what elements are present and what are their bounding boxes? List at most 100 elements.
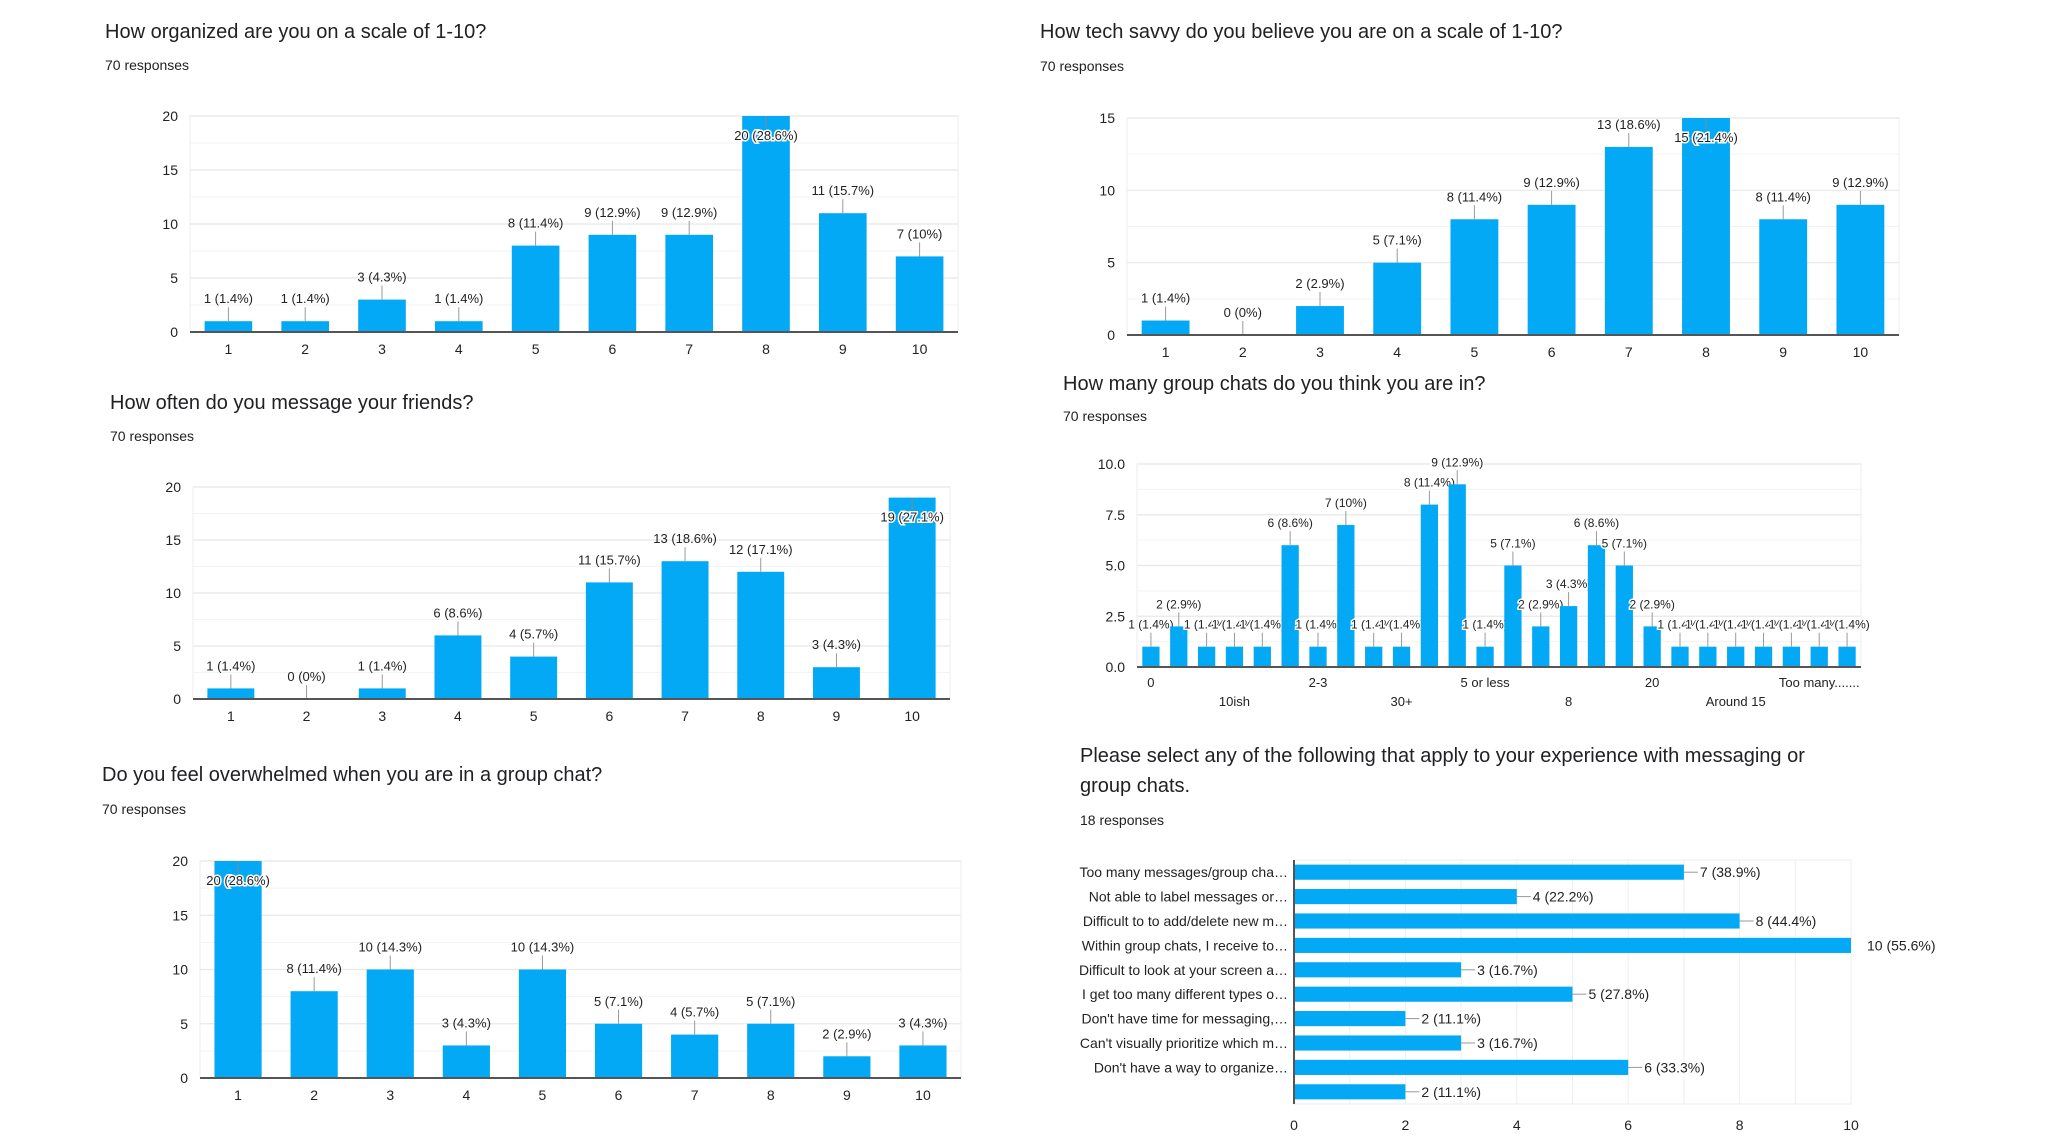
data-label: 5 (7.1%) — [594, 994, 643, 1009]
x-tick-label: Too many....... — [1779, 675, 1860, 690]
data-label: 2 (2.9%) — [1518, 597, 1563, 611]
data-label: 13 (18.6%) — [1597, 117, 1661, 132]
x-tick-label: 1 — [1162, 344, 1170, 360]
bar-15 — [1559, 606, 1578, 667]
data-label: 10 (14.3%) — [511, 940, 575, 955]
chart-title-overwhelmed: Do you feel overwhelmed when you are in … — [102, 764, 603, 786]
y-tick-label: 0 — [180, 1070, 188, 1086]
chart-title-tech-savvy: How tech savvy do you believe you are on… — [1040, 21, 1563, 43]
x-tick-label: 9 — [839, 341, 847, 357]
data-label: 2 (2.9%) — [1295, 276, 1344, 291]
data-label: 9 (12.9%) — [1523, 175, 1579, 190]
data-label: 1 (1.4%) — [1657, 618, 1702, 632]
data-label: 9 (12.9%) — [661, 205, 717, 220]
data-label: 1 (1.4%) — [1128, 618, 1173, 632]
response-count-message-friends: 70 responses — [110, 428, 195, 444]
bar-5 — [585, 582, 633, 699]
bar-7 — [1337, 524, 1355, 667]
data-label: 3 (4.3%) — [812, 637, 861, 652]
y-tick-label: 5.0 — [1106, 558, 1126, 574]
bar-7 — [1294, 1035, 1462, 1051]
y-tick-label: 20 — [162, 108, 178, 124]
x-tick-label: 2 — [303, 708, 311, 724]
x-tick-label: 8 — [1736, 1117, 1744, 1133]
data-label: 4 (5.7%) — [509, 627, 558, 642]
bar-5 — [1281, 545, 1299, 667]
chart-title-experience-line2: group chats. — [1080, 775, 1191, 797]
category-label: Too many messages/group cha… — [1079, 864, 1288, 880]
bar-0 — [214, 861, 262, 1078]
data-label: 10 (14.3%) — [358, 940, 422, 955]
bar-20 — [1699, 646, 1717, 667]
bar-7 — [747, 1023, 795, 1078]
data-label: 1 (1.4%) — [1351, 618, 1396, 632]
data-label: 1 (1.4%) — [1824, 618, 1869, 632]
bar-12 — [1476, 646, 1494, 667]
bar-11 — [1448, 484, 1466, 667]
y-tick-label: 10 — [165, 585, 181, 601]
data-label: 1 (1.4%) — [1797, 618, 1842, 632]
bar-9 — [1294, 1084, 1406, 1100]
data-label: 1 (1.4%) — [1141, 291, 1190, 306]
data-label: 19 (27.1%) — [880, 510, 944, 525]
bar-2 — [1296, 306, 1344, 335]
bar-7 — [1682, 118, 1730, 335]
x-tick-label: 2 — [1402, 1117, 1410, 1133]
category-label: Within group chats, I receive to… — [1082, 937, 1288, 953]
bar-1 — [1294, 889, 1517, 905]
x-tick-label: Around 15 — [1706, 694, 1766, 709]
data-label: 1 (1.4%) — [1379, 618, 1424, 632]
bar-0 — [207, 688, 255, 699]
x-tick-label: 5 — [1471, 344, 1479, 360]
data-label: 8 (11.4%) — [1404, 476, 1455, 490]
data-label: 20 (28.6%) — [206, 873, 270, 888]
bar-3 — [442, 1045, 490, 1078]
x-tick-label: 4 — [1393, 344, 1401, 360]
data-label: 1 (1.4%) — [1240, 618, 1285, 632]
x-tick-label: 7 — [681, 708, 689, 724]
bar-9 — [888, 497, 936, 699]
x-tick-label: 5 — [532, 341, 540, 357]
bar-19 — [1671, 646, 1689, 667]
data-label: 4 (5.7%) — [670, 1005, 719, 1020]
data-label: 2 (2.9%) — [1156, 597, 1201, 611]
bar-23 — [1782, 646, 1801, 667]
x-tick-label: 6 — [605, 708, 613, 724]
bar-17 — [1615, 565, 1633, 667]
data-label: 6 (8.6%) — [1574, 516, 1619, 530]
bar-0 — [1294, 864, 1684, 880]
category-label: Not able to label messages or… — [1089, 889, 1288, 905]
bar-5 — [594, 1023, 643, 1078]
data-label: 6 (8.6%) — [1267, 516, 1312, 530]
data-label: 0 (0%) — [287, 669, 325, 684]
x-tick-label: 10 — [1853, 344, 1869, 360]
data-label: 11 (15.7%) — [578, 552, 641, 567]
data-label: 2 (11.1%) — [1421, 1084, 1481, 1100]
data-label: 7 (10%) — [897, 226, 943, 241]
bar-8 — [812, 667, 860, 699]
chart-title-message-friends: How often do you message your friends? — [110, 392, 474, 414]
x-tick-label: 3 — [378, 341, 386, 357]
data-label: 15 (21.4%) — [1674, 130, 1738, 145]
data-label: 9 (12.9%) — [1832, 175, 1888, 190]
y-tick-label: 20 — [165, 479, 181, 495]
x-tick-label: 30+ — [1391, 694, 1413, 709]
bar-6 — [661, 561, 709, 699]
bar-6 — [665, 234, 714, 332]
bar-0 — [1141, 320, 1190, 335]
bar-7 — [742, 116, 790, 332]
data-label: 1 (1.4%) — [1685, 618, 1730, 632]
data-label: 5 (7.1%) — [1490, 537, 1535, 551]
bar-5 — [1294, 986, 1573, 1002]
bar-6 — [671, 1034, 719, 1078]
bar-0 — [1142, 646, 1160, 667]
bar-5 — [588, 234, 637, 332]
y-tick-label: 5 — [1107, 255, 1115, 271]
x-tick-label: 2 — [1239, 344, 1247, 360]
bar-9 — [1392, 646, 1411, 667]
bar-10 — [1420, 504, 1439, 667]
data-label: 2 (2.9%) — [822, 1026, 871, 1041]
x-tick-label: 8 — [1702, 344, 1710, 360]
bar-8 — [818, 213, 867, 332]
